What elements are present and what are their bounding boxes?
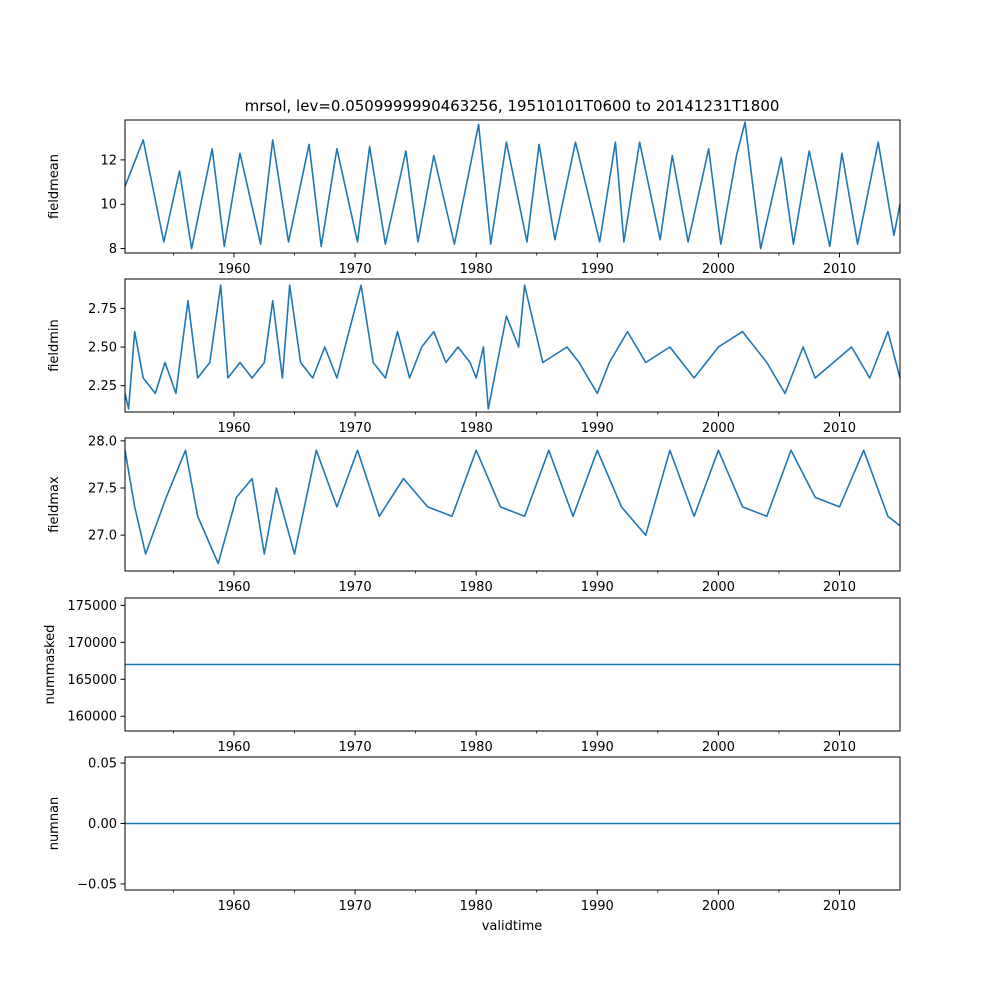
figure-title: mrsol, lev=0.0509999990463256, 19510101T… xyxy=(245,97,780,115)
x-tick-label: 2000 xyxy=(702,580,735,595)
y-tick-label: 12 xyxy=(100,153,117,168)
y-tick-label: 27.5 xyxy=(88,481,117,496)
y-axis-label-fieldmin: fieldmin xyxy=(47,319,62,372)
x-tick-label: 2000 xyxy=(702,740,735,755)
x-tick-label: 1970 xyxy=(339,899,372,914)
x-tick-label: 1960 xyxy=(217,899,250,914)
axes-frame xyxy=(124,437,901,572)
x-tick-label: 1970 xyxy=(339,580,372,595)
y-tick-label: 165000 xyxy=(67,673,117,688)
series-line-fieldmin xyxy=(124,284,901,410)
x-tick-label: 1990 xyxy=(581,421,614,436)
axes-frame xyxy=(124,119,901,254)
x-tick-label: 2010 xyxy=(823,899,856,914)
y-tick-label: −0.05 xyxy=(77,877,117,892)
y-axis-label-nummasked: nummasked xyxy=(43,625,58,705)
x-tick-label: 1990 xyxy=(581,580,614,595)
x-tick-label: 2010 xyxy=(823,580,856,595)
y-tick-label: 2.50 xyxy=(88,341,117,356)
series-line-fieldmean xyxy=(124,121,901,250)
y-axis-label-fieldmax: fieldmax xyxy=(47,476,62,533)
y-tick-label: 2.75 xyxy=(88,302,117,317)
subplot-fieldmax: 1960 1970 1980 1990 2000 2010 27.0 27.5 28.0 fiel… xyxy=(47,434,901,595)
x-tick-label: 1970 xyxy=(339,740,372,755)
subplot-fieldmean: 1960 1970 1980 1990 2000 2010 8 10 12 fieldmean xyxy=(47,119,901,277)
x-tick-label: 1960 xyxy=(217,580,250,595)
x-tick-label: 1980 xyxy=(460,580,493,595)
x-tick-label: 2000 xyxy=(702,899,735,914)
y-tick-label: 175000 xyxy=(67,599,117,614)
y-tick-label: 160000 xyxy=(67,710,117,725)
x-tick-label: 1970 xyxy=(339,262,372,277)
x-tick-label: 1990 xyxy=(581,740,614,755)
series-line-fieldmax xyxy=(124,449,901,565)
y-tick-label: 10 xyxy=(100,198,117,213)
x-tick-label: 1960 xyxy=(217,262,250,277)
y-tick-label: 8 xyxy=(109,242,117,257)
x-tick-label: 1990 xyxy=(581,899,614,914)
x-tick-label: 2000 xyxy=(702,421,735,436)
subplot-nummasked: 1960 1970 1980 1990 2000 2010 160000 165000 1700… xyxy=(43,597,901,755)
y-tick-label: 0.00 xyxy=(88,817,117,832)
x-tick-label: 1960 xyxy=(217,740,250,755)
subplot-fieldmin: 1960 1970 1980 1990 2000 2010 2.25 2.50 2.75 fiel… xyxy=(47,278,901,436)
y-tick-label: 27.0 xyxy=(88,529,117,544)
y-tick-label: 170000 xyxy=(67,636,117,651)
y-axis-label-numnan: numnan xyxy=(47,797,62,851)
x-tick-label: 2010 xyxy=(823,740,856,755)
y-axis-label-fieldmean: fieldmean xyxy=(47,154,62,219)
x-tick-label: 1980 xyxy=(460,262,493,277)
x-tick-label: 1990 xyxy=(581,262,614,277)
x-tick-label: 1970 xyxy=(339,421,372,436)
x-tick-label: 2010 xyxy=(823,421,856,436)
y-tick-label: 2.25 xyxy=(88,379,117,394)
x-tick-label: 1980 xyxy=(460,899,493,914)
subplots: 1960 1970 1980 1990 2000 201081012fieldmean19… xyxy=(43,119,901,914)
x-tick-label: 2010 xyxy=(823,262,856,277)
axes-frame xyxy=(124,597,901,732)
y-tick-label: 28.0 xyxy=(88,434,117,449)
axes-frame xyxy=(124,278,901,413)
x-tick-label: 1960 xyxy=(217,421,250,436)
subplot-numnan: 1960 1970 1980 1990 2000 2010 −0.05 0.00 0.05 num… xyxy=(47,756,901,914)
x-tick-label: 2000 xyxy=(702,262,735,277)
x-tick-label: 1980 xyxy=(460,740,493,755)
x-tick-label: 1980 xyxy=(460,421,493,436)
y-tick-label: 0.05 xyxy=(88,757,117,772)
x-axis-label: validtime xyxy=(482,919,543,934)
